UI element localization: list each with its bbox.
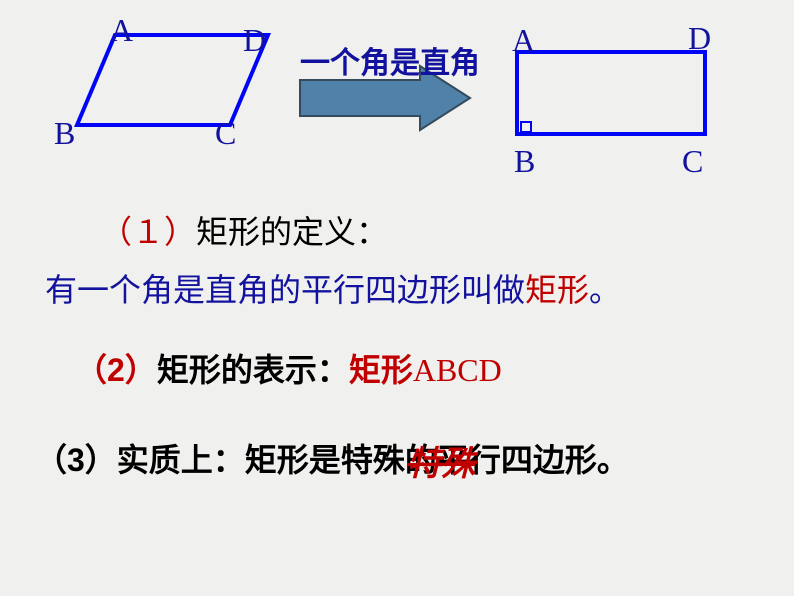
para-label-A: A: [110, 12, 133, 49]
line-2: 有一个角是直角的平行四边形叫做矩形。: [45, 270, 621, 312]
diagram-area: A D B C A D B C 一个角是直角: [0, 0, 794, 180]
overlay-special: 特殊: [407, 436, 475, 485]
para-label-C: C: [215, 115, 236, 152]
rect-label-A: A: [512, 22, 535, 59]
l4-a: （3）实质上：矩形是: [35, 442, 341, 478]
l4-b: 特殊: [341, 442, 405, 478]
rect-label-D: D: [688, 20, 711, 57]
l3-num: （2）: [75, 352, 157, 388]
l3-b: 矩形: [349, 352, 413, 388]
para-label-D: D: [243, 22, 266, 59]
rectangle: [517, 52, 705, 134]
rect-label-B: B: [514, 143, 535, 180]
line-3: （2）矩形的表示：矩形ABCD: [75, 350, 502, 392]
l3-a: 矩形的表示：: [157, 352, 349, 388]
l1-rest: 的定义：: [260, 214, 388, 250]
l2-c: 。: [589, 272, 621, 308]
arrow-text: 一个角是直角: [300, 38, 480, 82]
l2-a: 有一个角是直角的平行四边形叫做: [45, 272, 525, 308]
l3-abcd: ABCD: [413, 352, 502, 388]
line-4: （3）实质上：矩形是特殊的平行四边形。: [35, 440, 629, 482]
l2-b: 矩形: [525, 272, 589, 308]
rect-label-C: C: [682, 143, 703, 180]
l1-num: （１）: [100, 214, 196, 250]
right-angle-mark: [521, 122, 531, 132]
line-1: （１）矩形的定义：: [100, 212, 388, 254]
para-label-B: B: [54, 115, 75, 152]
parallelogram: [77, 35, 268, 125]
l1-word: 矩形: [196, 214, 260, 250]
